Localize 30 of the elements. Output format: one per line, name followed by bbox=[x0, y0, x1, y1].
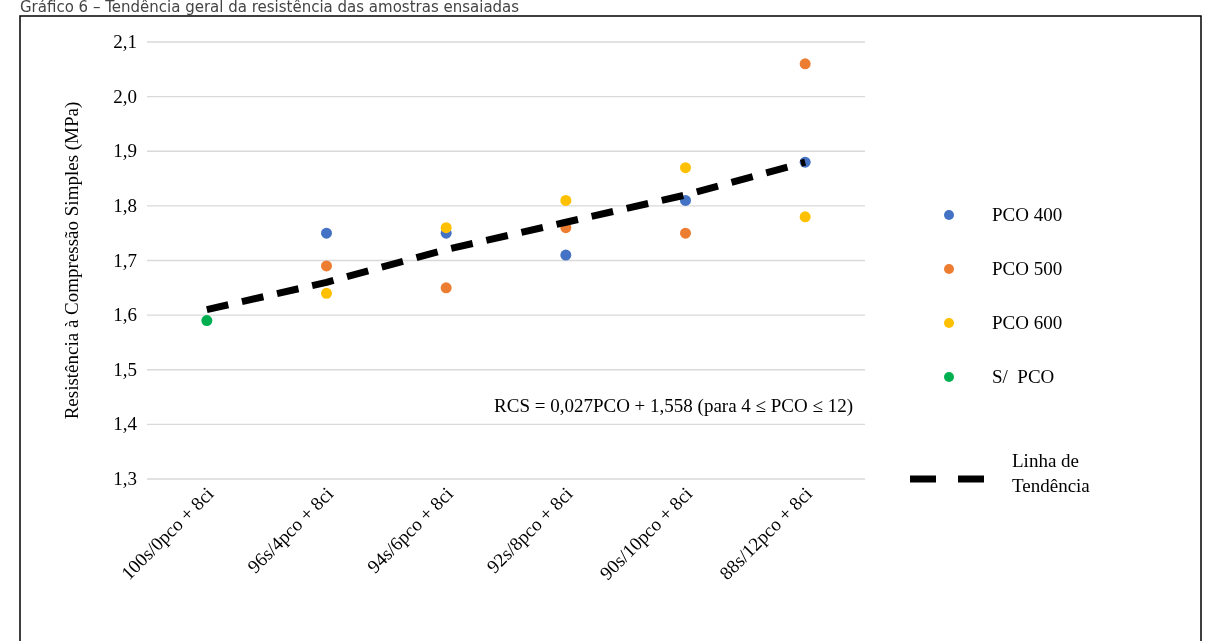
y-tick-label: 2,0 bbox=[113, 85, 137, 107]
point bbox=[440, 282, 452, 294]
point bbox=[560, 194, 572, 206]
point bbox=[321, 287, 332, 299]
point bbox=[440, 222, 452, 234]
point bbox=[680, 227, 691, 239]
y-tick-label: 1,5 bbox=[113, 358, 137, 380]
point bbox=[321, 260, 332, 272]
point bbox=[560, 249, 572, 261]
point bbox=[799, 211, 811, 223]
y-tick-label: 1,7 bbox=[113, 249, 137, 271]
y-tick-label: 1,8 bbox=[113, 194, 137, 216]
legend-label: PCO 600 bbox=[992, 312, 1063, 333]
y-tick-label: 1,3 bbox=[113, 468, 137, 489]
y-axis-title: Resistência à Compressão Simples (MPa) bbox=[61, 101, 83, 420]
point bbox=[201, 315, 213, 327]
chart-title: Gráfico 6 – Tendência geral da resistência das amostras ensaiadas bbox=[20, 0, 520, 16]
point bbox=[799, 58, 811, 70]
point bbox=[680, 162, 691, 174]
y-tick-label: 1,9 bbox=[113, 140, 137, 162]
point bbox=[680, 194, 691, 206]
legend-label: Linha de Tendência bbox=[1012, 450, 1091, 496]
legend-label: PCO 400 bbox=[992, 204, 1063, 225]
y-tick-label: 1,6 bbox=[113, 304, 137, 326]
point bbox=[321, 227, 332, 239]
legend-label: PCO 500 bbox=[992, 258, 1063, 279]
legend-label: S/ PCO bbox=[992, 366, 1055, 387]
annotation: RCS = 0,027PCO + 1,558 (para 4 ≤ PCO ≤ 12) bbox=[494, 395, 853, 417]
y-tick-label: 2,1 bbox=[113, 31, 137, 52]
y-tick-label: 1,4 bbox=[113, 413, 138, 435]
